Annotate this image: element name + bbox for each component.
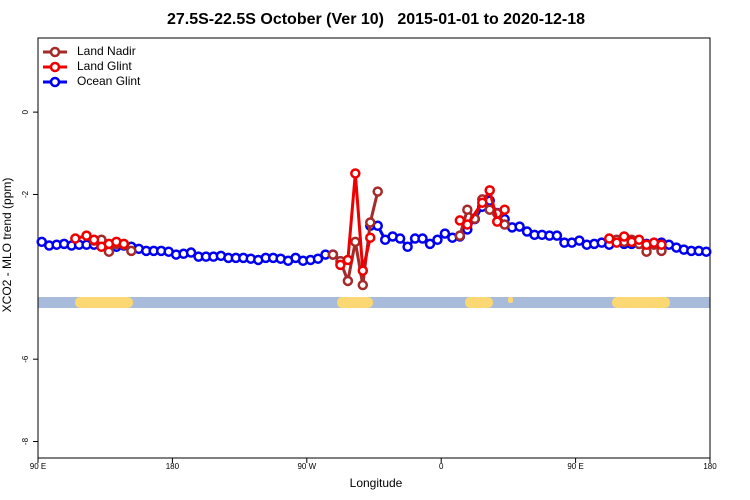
land-patch bbox=[75, 297, 133, 308]
point bbox=[126, 245, 137, 257]
point bbox=[514, 221, 525, 232]
x-tick-label: 180 bbox=[703, 462, 717, 471]
chart-title: 27.5S-22.5S October (Ver 10) 2015-01-01 … bbox=[167, 11, 585, 28]
point bbox=[365, 232, 376, 243]
point bbox=[484, 185, 495, 196]
point bbox=[656, 239, 667, 250]
x-tick-label: 90 E bbox=[567, 462, 583, 471]
legend-label: Land Nadir bbox=[77, 44, 136, 58]
legend-marker bbox=[49, 76, 61, 88]
point bbox=[365, 217, 376, 228]
point bbox=[372, 186, 383, 197]
land-patch bbox=[612, 297, 670, 308]
y-tick-label: -8 bbox=[21, 437, 30, 445]
point bbox=[633, 234, 645, 246]
legend-marker bbox=[49, 61, 61, 73]
point bbox=[402, 241, 413, 253]
point bbox=[88, 234, 100, 246]
point bbox=[70, 233, 81, 244]
point bbox=[477, 197, 488, 208]
point bbox=[417, 233, 428, 244]
point bbox=[432, 234, 443, 246]
x-tick-label: 0 bbox=[439, 462, 444, 471]
ocean-strip bbox=[38, 297, 710, 308]
point bbox=[454, 215, 466, 226]
point bbox=[439, 228, 451, 239]
point bbox=[618, 231, 630, 242]
point bbox=[81, 230, 92, 241]
x-tick-label: 90 W bbox=[297, 462, 316, 471]
point bbox=[574, 235, 585, 246]
point bbox=[424, 238, 436, 250]
land-patch bbox=[465, 297, 493, 308]
point bbox=[312, 253, 324, 264]
point bbox=[335, 259, 346, 271]
point bbox=[350, 168, 361, 179]
point bbox=[462, 219, 473, 230]
land-patch bbox=[337, 297, 373, 308]
point bbox=[454, 230, 466, 241]
point bbox=[603, 233, 615, 244]
point bbox=[611, 237, 622, 248]
land-patch bbox=[508, 297, 513, 303]
y-tick-label: -2 bbox=[21, 190, 30, 198]
point bbox=[394, 233, 406, 244]
point bbox=[357, 279, 369, 291]
point bbox=[491, 216, 503, 227]
surface-strip bbox=[38, 297, 710, 308]
point bbox=[357, 265, 369, 276]
point bbox=[499, 204, 510, 215]
point bbox=[342, 275, 354, 287]
plot-frame bbox=[37, 37, 711, 459]
point bbox=[327, 249, 339, 260]
x-axis-label: Longitude bbox=[350, 476, 403, 490]
x-tick-label: 90 E bbox=[30, 462, 46, 471]
legend-label: Ocean Glint bbox=[77, 74, 141, 88]
point bbox=[185, 247, 197, 258]
point bbox=[350, 236, 361, 248]
point bbox=[342, 254, 354, 266]
y-tick-label: 0 bbox=[21, 109, 30, 114]
point bbox=[551, 230, 563, 241]
point bbox=[701, 246, 712, 257]
y-axis-label: XCO2 - MLO trend (ppm) bbox=[0, 178, 14, 313]
point bbox=[462, 204, 473, 215]
y-tick-label: -6 bbox=[21, 355, 30, 363]
legend-label: Land Glint bbox=[77, 59, 132, 73]
point bbox=[118, 238, 130, 250]
legend-marker bbox=[49, 46, 61, 58]
x-tick-label: 180 bbox=[166, 462, 180, 471]
